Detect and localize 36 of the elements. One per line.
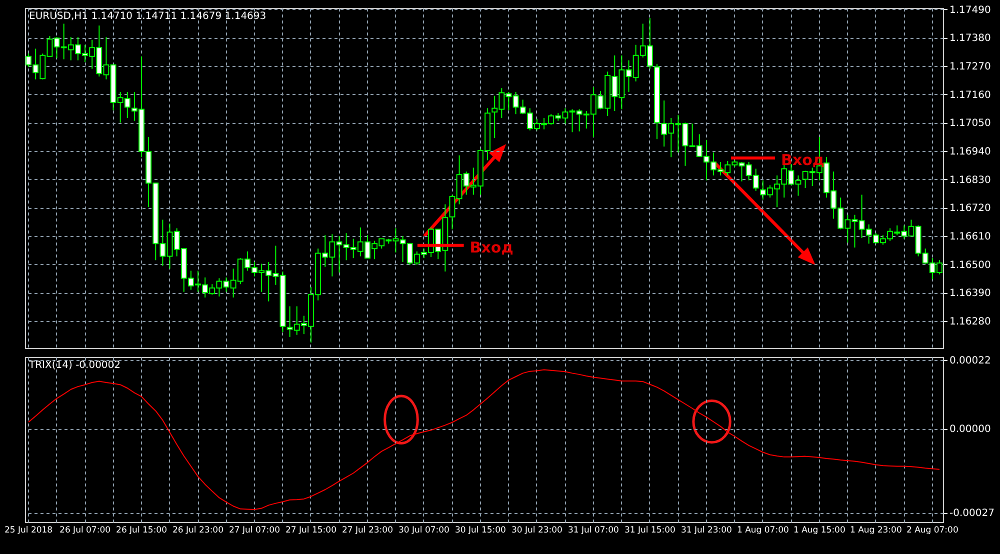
y-tick-label: 1.16720: [950, 203, 991, 214]
chart-title: EURUSD,H1 1.14710 1.14711 1.14679 1.14693: [29, 11, 266, 22]
annotation: Вход: [470, 238, 514, 256]
y-tick-label: 1.16500: [950, 260, 991, 271]
y-tick-label: 1.17160: [950, 90, 991, 101]
x-tick-label: 1 Aug 07:00: [736, 526, 789, 536]
x-tick-label: 31 Jul 23:00: [680, 526, 732, 536]
y-tick-label: 1.17380: [950, 33, 991, 44]
line-series: [28, 369, 940, 510]
x-tick-label: 26 Jul 07:00: [60, 526, 111, 536]
x-tick-label: 1 Aug 15:00: [793, 526, 846, 536]
y-tick-label: -0.00027: [950, 508, 994, 520]
y-tick-label: 1.16280: [950, 316, 991, 328]
y-tick-label: 0.00022: [950, 356, 991, 367]
x-tick-label: 1 Aug 23:00: [850, 526, 902, 536]
x-tick-label: 30 Jul 07:00: [398, 526, 450, 536]
x-tick-label: 27 Jul 23:00: [342, 526, 393, 536]
chart-title: TRIX(14) -0.00002: [28, 360, 121, 371]
y-tick-label: 1.16940: [950, 146, 991, 158]
x-tick-label: 26 Jul 23:00: [172, 526, 224, 536]
y-tick-label: 1.16830: [950, 174, 991, 186]
x-tick-label: 27 Jul 07:00: [229, 526, 280, 536]
x-tick-label: 30 Jul 15:00: [454, 526, 506, 536]
x-tick-label: 2 Aug 07:00: [906, 526, 958, 536]
y-tick-label: 1.16610: [950, 231, 991, 242]
x-tick-label: 31 Jul 15:00: [624, 526, 676, 536]
y-tick-label: 1.16390: [950, 288, 991, 300]
x-tick-label: 26 Jul 15:00: [116, 526, 168, 536]
x-tick-label: 27 Jul 15:00: [286, 526, 336, 536]
y-tick-label: 1.17490: [950, 4, 991, 16]
x-tick-label: 30 Jul 23:00: [511, 526, 562, 536]
x-tick-label: 25 Jul 2018: [4, 526, 53, 536]
x-tick-label: 31 Jul 07:00: [568, 526, 619, 536]
y-tick-label: 1.17050: [950, 118, 991, 130]
y-tick-label: 0.00000: [950, 424, 991, 436]
y-tick-label: 1.17270: [950, 61, 991, 72]
